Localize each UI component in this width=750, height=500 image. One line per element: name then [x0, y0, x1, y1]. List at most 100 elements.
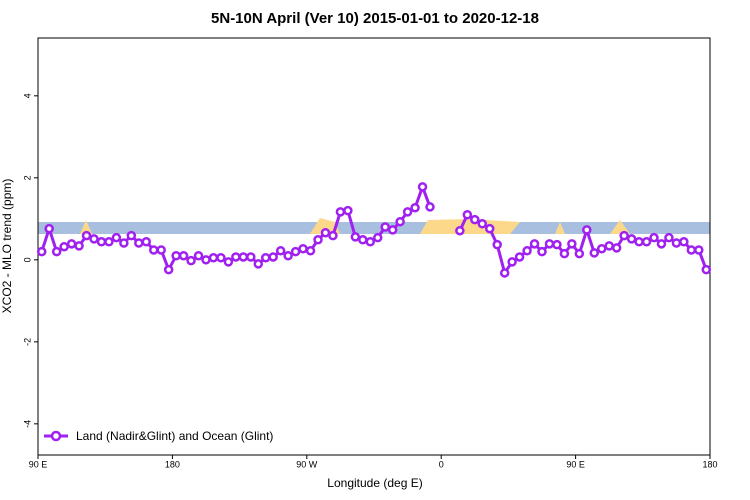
data-point — [477, 218, 488, 229]
data-point — [126, 230, 137, 241]
data-point — [111, 232, 122, 243]
data-point — [343, 205, 353, 216]
data-point — [395, 216, 405, 227]
data-point — [417, 182, 428, 192]
data-point — [567, 239, 577, 249]
data-point — [425, 202, 435, 212]
data-point — [634, 237, 644, 247]
data-point — [671, 238, 682, 248]
map-band — [38, 218, 710, 234]
data-point — [611, 243, 622, 253]
y-tick-label: 4 — [22, 93, 32, 98]
data-point — [156, 245, 166, 255]
data-point — [335, 207, 346, 217]
data-point — [589, 248, 600, 258]
data-point — [275, 246, 286, 256]
data-point — [238, 252, 249, 262]
y-tick-label: -4 — [22, 420, 32, 428]
data-point — [410, 203, 420, 213]
plot-frame — [37, 37, 711, 456]
data-point — [507, 257, 517, 267]
data-point — [44, 223, 54, 234]
data-point — [499, 268, 510, 278]
x-tick-label: 180 — [165, 459, 180, 469]
data-point — [298, 244, 308, 254]
data-point — [104, 237, 114, 247]
data-point — [604, 241, 614, 251]
chart-title: 5N-10N April (Ver 10) 2015-01-01 to 2020… — [211, 10, 539, 27]
data-point — [492, 239, 502, 250]
y-tick-label: 2 — [22, 175, 32, 180]
data-point — [96, 237, 107, 247]
data-point — [694, 245, 704, 255]
data-point — [231, 252, 241, 262]
data-point — [320, 228, 331, 238]
data-point — [186, 255, 196, 266]
ocean-band — [38, 222, 710, 234]
data-point — [216, 253, 226, 263]
data-point — [455, 225, 465, 236]
legend: Land (Nadir&Glint) and Ocean (Glint) — [44, 429, 273, 443]
data-point — [268, 252, 278, 262]
data-point — [514, 252, 525, 262]
x-tick-label: 90 E — [566, 459, 585, 469]
y-tick-label: 0 — [22, 257, 32, 262]
data-point — [358, 234, 368, 245]
x-tick-label: 90 E — [29, 459, 48, 469]
data-point — [141, 237, 152, 247]
data-point — [537, 246, 547, 257]
data-point — [372, 232, 383, 243]
data-point — [89, 234, 99, 244]
data-point — [313, 234, 323, 245]
data-point — [290, 246, 301, 257]
data-point — [81, 230, 92, 241]
y-axis-label: XCO2 - MLO trend (ppm) — [0, 179, 14, 314]
data-point — [163, 264, 174, 275]
data-point — [253, 259, 264, 269]
y-tick-label: -2 — [22, 338, 32, 346]
data-point — [260, 253, 271, 263]
x-tick-label: 90 W — [296, 459, 318, 469]
data-point — [305, 246, 316, 256]
x-tick-label: 0 — [439, 459, 444, 469]
data-point — [223, 257, 234, 267]
data-point — [656, 239, 667, 249]
data-point — [649, 232, 659, 243]
data-point — [596, 244, 607, 254]
data-point — [283, 250, 293, 261]
data-point — [51, 246, 62, 257]
data-point — [529, 239, 540, 249]
x-axis-label: Longitude (deg E) — [327, 476, 422, 490]
data-point — [701, 264, 712, 275]
data-point — [171, 250, 181, 261]
data-point — [208, 253, 219, 263]
data-point — [402, 207, 413, 217]
data-point — [582, 225, 592, 235]
legend-marker — [50, 430, 62, 442]
data-point — [387, 225, 398, 235]
data-point — [365, 237, 376, 247]
data-point — [178, 250, 189, 261]
data-point — [544, 239, 555, 249]
data-point — [641, 237, 652, 247]
data-point — [686, 245, 697, 255]
data-point — [552, 239, 562, 250]
data-point — [66, 239, 77, 249]
data-point — [134, 238, 144, 248]
x-tick-label: 180 — [702, 459, 717, 469]
data-point — [36, 246, 47, 257]
data-point — [484, 223, 495, 234]
data-point — [462, 209, 473, 220]
data-point — [201, 255, 211, 265]
data-point — [470, 214, 480, 225]
data-point — [350, 232, 361, 242]
data-point — [679, 237, 689, 247]
data-point — [522, 246, 532, 256]
data-point — [246, 252, 256, 262]
legend-label: Land (Nadir&Glint) and Ocean (Glint) — [76, 429, 273, 443]
data-point — [148, 245, 159, 255]
data-point — [328, 230, 338, 241]
data-point — [74, 241, 84, 251]
data-point — [574, 248, 585, 259]
